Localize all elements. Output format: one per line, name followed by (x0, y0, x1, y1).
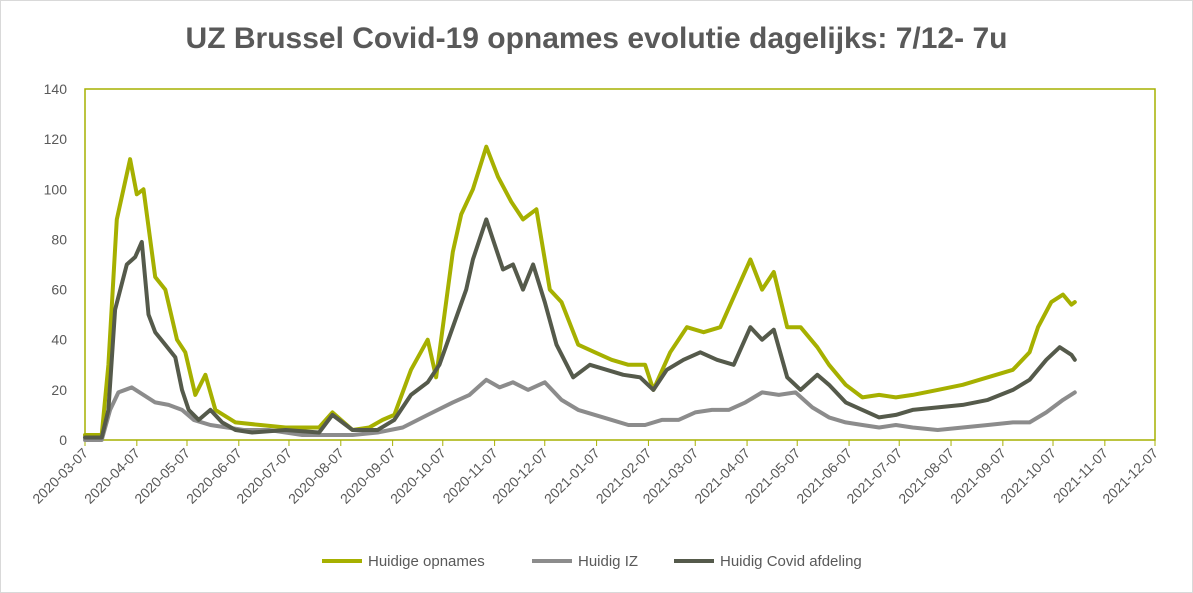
y-tick-label: 20 (51, 382, 67, 398)
legend-label: Huidig Covid afdeling (720, 553, 862, 570)
y-tick-label: 80 (51, 231, 67, 247)
legend: Huidige opnames Huidig IZ Huidig Covid afd… (322, 553, 862, 570)
series-line-1 (83, 144, 1077, 437)
y-tick-label: 140 (44, 81, 68, 97)
y-tick-label: 60 (51, 282, 67, 298)
plot-area-border (84, 88, 1156, 441)
series-lines (83, 144, 1077, 442)
chart-title: UZ Brussel Covid-19 opnames evolutie dag… (185, 22, 1008, 55)
y-tick-label: 120 (44, 131, 68, 147)
y-tick-label: 100 (44, 181, 68, 197)
axes: 0204060801001201402020-03-072020-04-0720… (29, 81, 1161, 507)
legend-label: Huidig IZ (578, 553, 638, 570)
y-tick-label: 0 (59, 432, 67, 448)
legend-label: Huidige opnames (368, 553, 485, 570)
y-tick-label: 40 (51, 332, 67, 348)
series-line-3 (83, 217, 1077, 440)
